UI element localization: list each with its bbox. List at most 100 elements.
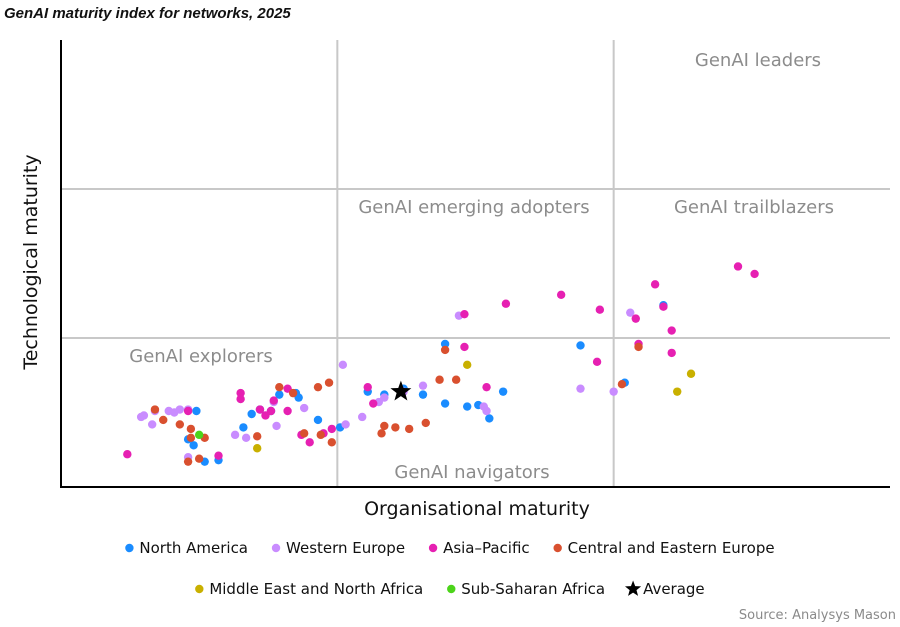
point-central-and-eastern-europe	[313, 382, 323, 392]
point-asia-pacific	[667, 326, 676, 335]
axes	[60, 40, 890, 488]
point-north-america	[247, 409, 256, 419]
point-central-and-eastern-europe	[380, 421, 389, 431]
point-asia-pacific	[750, 269, 759, 279]
point-western-europe	[338, 360, 348, 370]
point-western-europe	[380, 393, 389, 402]
point-asia-pacific	[266, 406, 276, 416]
point-asia-pacific	[123, 450, 132, 459]
legend-label-middle-east-and-north-africa: Middle East and North Africa	[209, 580, 423, 598]
point-middle-east-and-north-africa	[463, 360, 472, 370]
point-central-and-eastern-europe	[252, 432, 262, 441]
point-asia-pacific	[667, 348, 676, 358]
point-western-europe	[482, 406, 491, 416]
quadrant-label-navigators: GenAI navigators	[394, 462, 549, 483]
legend-label-sub-saharan-africa: Sub-Saharan Africa	[461, 580, 605, 598]
point-north-america	[440, 339, 450, 349]
point-central-and-eastern-europe	[150, 405, 160, 414]
point-asia-pacific	[214, 451, 223, 460]
point-asia-pacific	[556, 290, 566, 299]
quadrant-label-leaders: GenAI leaders	[695, 50, 821, 71]
point-asia-pacific	[327, 424, 337, 434]
point-western-europe	[241, 433, 251, 443]
point-asia-pacific	[369, 399, 378, 408]
point-asia-pacific	[305, 438, 314, 447]
point-north-america	[192, 406, 201, 416]
point-central-and-eastern-europe	[377, 429, 386, 438]
point-western-europe	[147, 420, 157, 429]
legend: North America Western Europe Asia–Pacific C…	[125, 539, 775, 598]
legend-swatch-western-europe	[271, 543, 281, 553]
legend-swatch-sub-saharan-africa	[447, 584, 456, 594]
point-central-and-eastern-europe	[288, 388, 298, 398]
point-central-and-eastern-europe	[194, 454, 204, 463]
point-central-and-eastern-europe	[327, 438, 337, 447]
point-asia-pacific	[631, 314, 640, 323]
point-asia-pacific	[363, 382, 372, 392]
point-central-and-eastern-europe	[186, 424, 196, 434]
point-central-and-eastern-europe	[634, 342, 643, 352]
point-north-america	[440, 399, 450, 408]
legend-swatch-central-and-eastern-europe	[553, 543, 562, 553]
point-western-europe	[358, 412, 367, 422]
point-asia-pacific	[283, 406, 292, 416]
point-central-and-eastern-europe	[391, 423, 400, 432]
point-asia-pacific	[501, 299, 511, 308]
point-sub-saharan-africa	[194, 430, 204, 440]
legend-label-central-and-eastern-europe: Central and Eastern Europe	[568, 539, 775, 557]
point-middle-east-and-north-africa	[686, 369, 696, 378]
point-north-america	[313, 415, 323, 425]
quadrant-label-trailblazers: GenAI trailblazers	[674, 197, 834, 218]
point-middle-east-and-north-africa	[673, 387, 682, 396]
point-central-and-eastern-europe	[175, 420, 185, 429]
point-asia-pacific	[183, 406, 193, 416]
point-north-america	[275, 390, 284, 399]
point-north-america	[485, 414, 494, 423]
point-asia-pacific	[255, 405, 265, 414]
point-asia-pacific	[595, 305, 605, 314]
data-points	[123, 262, 759, 466]
point-western-europe	[175, 405, 185, 414]
point-central-and-eastern-europe	[421, 418, 430, 428]
point-asia-pacific	[236, 388, 245, 398]
legend-item-western-europe: Western Europe	[271, 539, 405, 557]
point-central-and-eastern-europe	[299, 429, 309, 438]
point-western-europe	[272, 421, 281, 431]
legend-label-north-america: North America	[139, 539, 248, 557]
legend-item-north-america: North America	[125, 539, 248, 557]
chart-title: GenAI maturity index for networks, 2025	[4, 5, 291, 22]
point-western-europe	[626, 308, 635, 317]
point-asia-pacific	[236, 394, 245, 404]
quadrant-grid	[61, 40, 890, 487]
legend-label-average: Average	[643, 580, 705, 598]
legend-item-middle-east-and-north-africa: Middle East and North Africa	[195, 580, 423, 598]
point-north-america	[463, 402, 472, 411]
quadrant-label-emerging-adopters: GenAI emerging adopters	[358, 197, 589, 218]
point-central-and-eastern-europe	[404, 424, 414, 434]
point-central-and-eastern-europe	[451, 375, 461, 384]
point-asia-pacific	[269, 396, 278, 405]
point-asia-pacific	[482, 382, 491, 392]
point-north-america	[239, 423, 248, 432]
x-axis-label: Organisational maturity	[364, 498, 590, 520]
legend-item-average: Average	[624, 580, 705, 598]
point-central-and-eastern-europe	[324, 378, 334, 387]
point-western-europe	[341, 420, 350, 429]
point-asia-pacific	[650, 280, 660, 289]
legend-item-asia-pacific: Asia–Pacific	[428, 539, 530, 557]
point-central-and-eastern-europe	[275, 382, 284, 392]
point-north-america	[576, 341, 585, 350]
point-middle-east-and-north-africa	[252, 444, 262, 453]
point-asia-pacific	[659, 302, 668, 311]
point-central-and-eastern-europe	[440, 345, 450, 355]
legend-swatch-asia-pacific	[428, 543, 438, 553]
point-western-europe	[418, 381, 428, 390]
point-western-europe	[299, 403, 309, 413]
point-north-america	[418, 390, 428, 399]
legend-swatch-average	[624, 580, 642, 596]
point-asia-pacific	[592, 357, 602, 367]
point-central-and-eastern-europe	[316, 430, 325, 440]
point-asia-pacific	[460, 309, 469, 319]
point-north-america	[189, 441, 198, 450]
